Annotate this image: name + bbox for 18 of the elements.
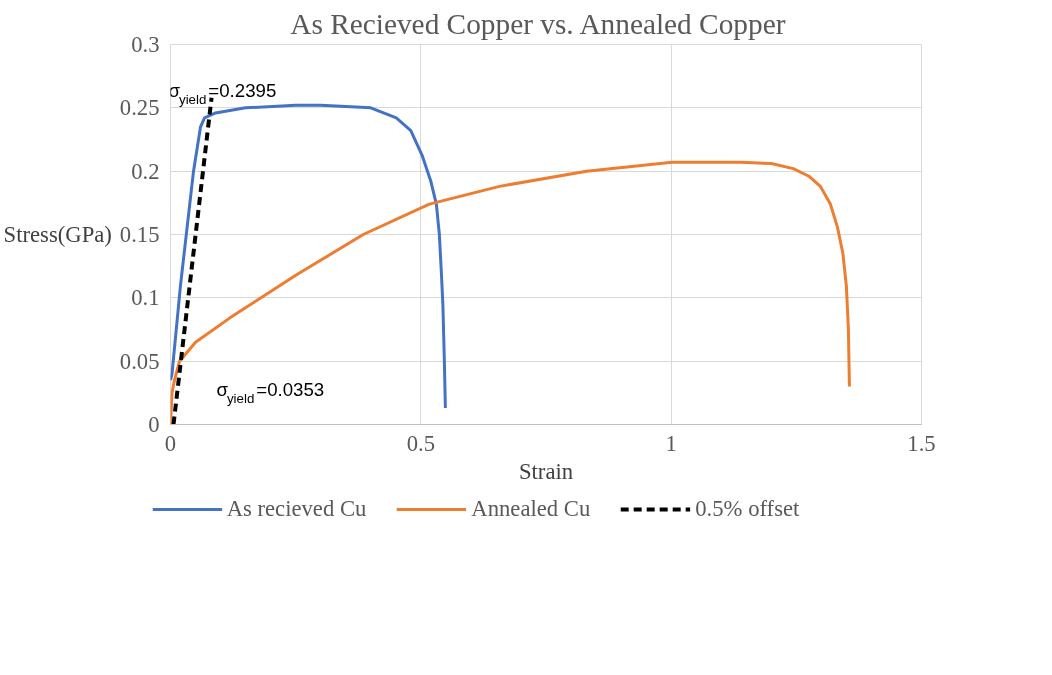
x-tick-label: 0 xyxy=(164,430,177,456)
y-tick-label: 0.3 xyxy=(131,32,160,57)
legend-label: As recieved Cu xyxy=(226,495,367,522)
x-axis-title: Strain xyxy=(518,458,574,484)
legend-label: 0.5% offset xyxy=(695,495,800,522)
y-tick-label: 0.1 xyxy=(131,285,160,311)
y-tick-label: 0.05 xyxy=(119,348,160,374)
y-axis-title: Stress(GPa) xyxy=(3,222,112,247)
legend-label: Annealed Cu xyxy=(471,495,591,522)
x-tick-label: 0.5 xyxy=(406,430,435,456)
y-tick-label: 0.25 xyxy=(119,95,160,121)
line-series xyxy=(170,160,851,425)
x-tick-label: 1 xyxy=(665,430,677,456)
chart-title: As Recieved Copper vs. Annealed Copper xyxy=(290,7,786,40)
y-tick-label: 0 xyxy=(148,412,160,437)
y-tick-label: 0.2 xyxy=(131,158,160,184)
x-tick-label: 1.5 xyxy=(907,430,936,456)
y-tick-label: 0.15 xyxy=(119,222,160,247)
